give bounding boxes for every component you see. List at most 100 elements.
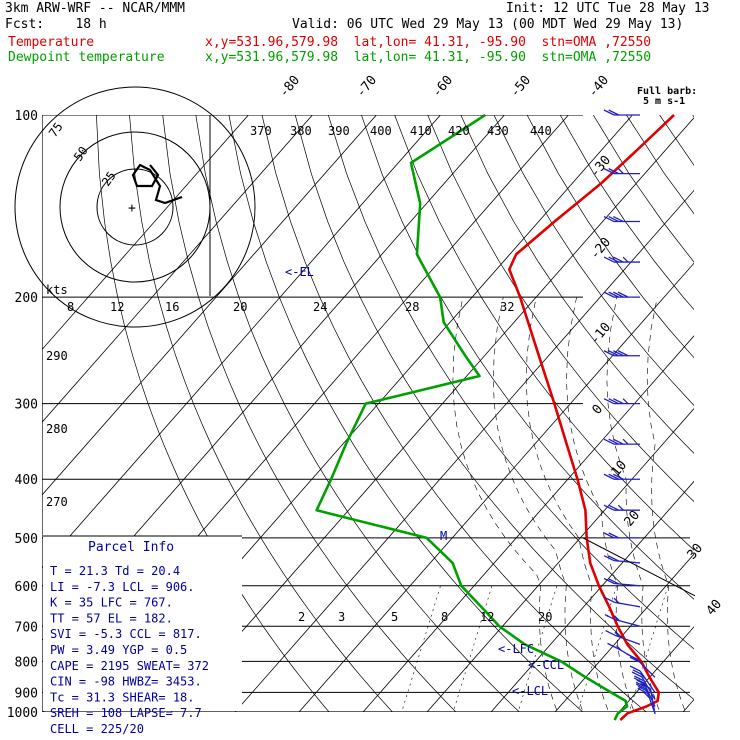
- hodograph-units: kts: [46, 283, 68, 297]
- mixing-ratio-label: 8: [441, 610, 448, 624]
- wind-barb-flag: [631, 671, 643, 678]
- wind-barb-flag: [603, 350, 615, 357]
- dry-adiabat-label: 380: [290, 124, 312, 138]
- wind-barb-flag: [636, 679, 647, 686]
- isotherm: [234, 189, 694, 712]
- wind-barb: [633, 677, 656, 707]
- wind-barb-flag: [603, 555, 615, 562]
- wind-barb: [603, 504, 640, 511]
- wind-barb-flag: [605, 629, 616, 637]
- wind-barb-flag: [617, 291, 629, 298]
- parcel-info-row: TT = 57 EL = 182.: [50, 611, 173, 625]
- moist-adiabat: [492, 297, 584, 712]
- parcel-info-title: Parcel Info: [88, 540, 174, 555]
- wind-barb-flag: [603, 504, 615, 511]
- wind-barb-flag: [622, 256, 629, 263]
- wind-barb-flag: [643, 692, 650, 699]
- hodograph-ring-label: 50: [71, 144, 91, 164]
- isotherm: [490, 480, 694, 712]
- wind-barb-flag: [603, 398, 615, 405]
- mixing-ratio-label: 32: [500, 300, 514, 314]
- pressure-tick-label: 100: [15, 109, 38, 124]
- wind-barb-flag: [622, 438, 629, 445]
- barb-key-title: Full barb:: [637, 86, 697, 97]
- wind-barb: [603, 168, 640, 175]
- wind-barb: [603, 555, 641, 564]
- wind-barb: [603, 350, 640, 357]
- dry-adiabat: [129, 115, 393, 712]
- dewpoint-line: [315, 113, 629, 721]
- pressure-tick-label: 400: [15, 473, 38, 488]
- wind-barb-flag: [608, 215, 619, 223]
- hodograph-ring: [96, 168, 174, 246]
- wind-barb-flag: [608, 168, 619, 175]
- lcl-marker: <-LCL: [512, 684, 548, 698]
- wind-barb-flag: [635, 683, 647, 690]
- mixing-ratio-label: 24: [313, 300, 327, 314]
- dry-adiabat-label: 290: [46, 349, 68, 363]
- wind-barbs: Full barb:5 m s-1: [603, 86, 697, 715]
- wind-barb-flag: [603, 473, 615, 480]
- wind-barb: [631, 671, 656, 700]
- ccl-marker: <-CCL: [528, 658, 564, 672]
- dry-adiabat-label: 420: [448, 124, 470, 138]
- mixing-ratio-label: 8: [67, 300, 74, 314]
- wind-barb-flag: [617, 350, 629, 357]
- valid-time: Valid: 06 UTC Wed 29 May 13 (00 MDT Wed …: [292, 17, 684, 32]
- parcel-info-row: CIN = -98 HWBZ= 3453.: [50, 675, 202, 689]
- dry-adiabat-label: 440: [530, 124, 552, 138]
- wind-barb-flag: [603, 215, 615, 223]
- wind-barb: [603, 473, 640, 480]
- moist-adiabat: [566, 297, 635, 712]
- dry-adiabat: [460, 115, 694, 454]
- wind-barb-flag: [603, 291, 615, 298]
- dry-adiabat: [162, 115, 457, 712]
- mixed-layer-marker: M: [440, 529, 447, 543]
- temperature-location: x,y=531.96,579.98 lat,lon= 41.31, -95.90…: [205, 35, 652, 50]
- wind-barb-flag: [613, 350, 624, 357]
- wind-barb-flag: [613, 597, 620, 604]
- wind-barb-flag: [608, 438, 619, 445]
- wind-barb: [607, 642, 641, 662]
- wind-barb-flag: [635, 681, 647, 688]
- wind-barb-flag: [622, 398, 629, 405]
- parcel-info-row: Tc = 31.3 SHEAR= 18.: [50, 690, 195, 704]
- wind-barb-flag: [634, 675, 645, 682]
- dry-adiabat: [261, 115, 647, 712]
- lfc-marker: <-LFC: [498, 642, 534, 656]
- dry-adiabat-label: 430: [487, 124, 509, 138]
- frame-skew-edge: [582, 537, 696, 597]
- wind-barb-flag: [639, 673, 646, 680]
- mixing-ratio-label: 20: [538, 610, 552, 624]
- wind-barb-flag: [614, 631, 621, 638]
- dry-adiabat-label: 280: [46, 422, 68, 436]
- model-title: 3km ARW-WRF -- NCAR/MMM: [5, 1, 186, 16]
- wind-barb: [603, 291, 640, 298]
- wind-barb: [603, 109, 640, 116]
- wind-barb-flag: [608, 256, 619, 263]
- mixing-ratio-label: 12: [110, 300, 124, 314]
- moist-adiabat: [646, 297, 686, 712]
- wind-barb-flag: [613, 291, 624, 298]
- moist-adiabat: [525, 297, 610, 712]
- isotherm: [42, 115, 377, 496]
- hodograph-ring-label: 25: [99, 169, 119, 189]
- dry-adiabat-label: 370: [250, 124, 272, 138]
- wind-barb: [603, 398, 640, 405]
- hodograph-ring-label: 75: [46, 120, 66, 140]
- hodograph-center: +: [128, 201, 136, 216]
- dry-adiabat: [361, 115, 694, 600]
- dry-adiabat: [294, 115, 694, 700]
- forecast-hour: Fcst: 18 h: [5, 17, 107, 32]
- init-time: Init: 12 UTC Tue 28 May 13: [506, 1, 710, 16]
- mixing-ratio-label: 20: [233, 300, 247, 314]
- dry-adiabat: [493, 115, 694, 406]
- wind-barb: [604, 613, 641, 627]
- wind-barb-flag: [603, 168, 615, 175]
- wind-barb-flag: [603, 256, 615, 263]
- el-marker: <-EL: [285, 265, 314, 279]
- dry-adiabat-label: 270: [46, 495, 68, 509]
- wind-barb-flag: [637, 687, 648, 694]
